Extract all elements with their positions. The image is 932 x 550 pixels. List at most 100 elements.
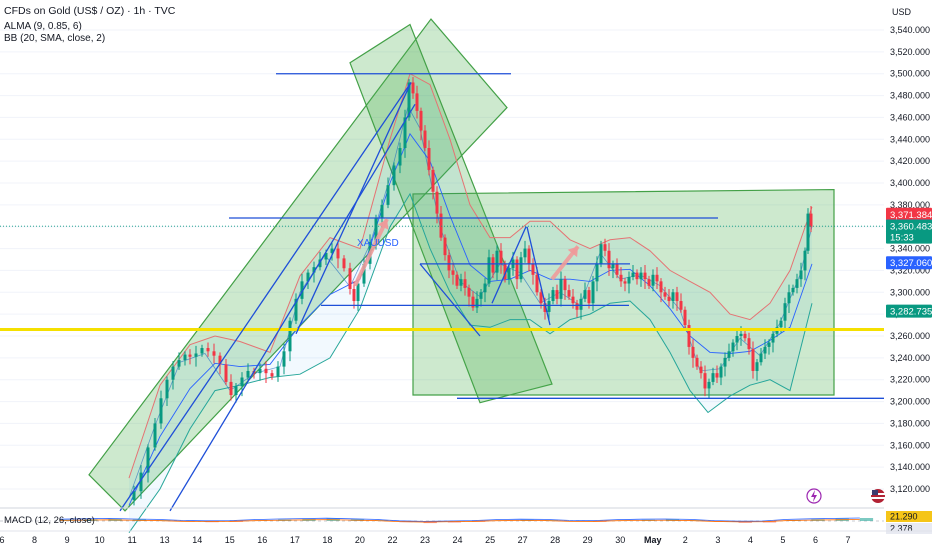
macd-pane: 21.290 2.378: [0, 507, 932, 534]
time-tick-label: 30: [615, 535, 625, 545]
candle-body: [787, 292, 791, 304]
symbol-label: XAUUSD: [357, 238, 399, 249]
candle-body: [763, 346, 767, 354]
price-tag-label: 3,282.735: [890, 307, 932, 318]
candle-body: [671, 292, 675, 302]
candle-body: [679, 301, 683, 310]
candle-body: [411, 82, 415, 94]
candle-body: [591, 281, 595, 304]
candle-body: [727, 351, 731, 358]
candle-body: [165, 379, 169, 399]
price-tick-label: 3,400.000: [890, 178, 930, 188]
candle-body: [499, 250, 503, 264]
trend-line: [419, 263, 481, 337]
candle-body: [306, 272, 310, 282]
arrow-shaft: [353, 218, 389, 287]
price-axis: 3,120.000 3,140.000 3,160.000 3,180.000 3,20…: [890, 25, 930, 494]
candle-body: [419, 110, 423, 131]
time-tick-label: 13: [160, 535, 170, 545]
flag-icon[interactable]: [871, 489, 885, 503]
time-tick-label: 6: [813, 535, 818, 545]
candle-body: [739, 333, 743, 336]
candle-body: [146, 447, 150, 473]
candle-body: [551, 290, 555, 302]
candle-body: [539, 292, 543, 304]
price-tick-label: 3,460.000: [890, 112, 930, 122]
candle-body: [463, 279, 467, 288]
time-tick-label: 28: [550, 535, 560, 545]
macd-tag-box: [886, 523, 932, 534]
price-tick-label: 3,500.000: [890, 69, 930, 79]
candle-body: [398, 148, 402, 166]
price-tick-label: 3,540.000: [890, 25, 930, 35]
candle-body: [695, 357, 699, 367]
candle-body: [234, 386, 238, 396]
trend-lines: [119, 82, 551, 512]
candle-body: [282, 351, 286, 367]
horizontal-levels: [0, 73, 884, 399]
candle-body: [459, 279, 463, 286]
channel-box: [88, 18, 508, 512]
candle-body: [803, 250, 807, 271]
candle-body: [571, 296, 575, 304]
time-tick-label: 3: [715, 535, 720, 545]
macd-tag-label: 2.378: [890, 524, 913, 534]
candle-body: [806, 213, 810, 251]
candle-body: [711, 373, 715, 382]
candle-body: [171, 366, 175, 380]
price-tick-label: 3,520.000: [890, 47, 930, 57]
candle-body: [599, 244, 603, 264]
macd-indicator-label[interactable]: MACD (12, 26, close): [4, 515, 95, 526]
candle-body: [647, 279, 651, 286]
candle-body: [487, 257, 491, 284]
channel-box: [349, 23, 553, 404]
price-tag-box: [886, 219, 932, 233]
candle-body: [515, 259, 519, 280]
candle-body: [352, 289, 356, 302]
lightning-icon[interactable]: [806, 488, 822, 504]
price-tick-label: 3,120.000: [890, 484, 930, 494]
candle-body: [348, 268, 352, 290]
time-tick-label: 15: [225, 535, 235, 545]
macd-histogram-bar: [859, 518, 874, 521]
candle-body: [447, 255, 451, 271]
time-tick-label: 27: [518, 535, 528, 545]
candle-body: [567, 290, 571, 297]
price-tag-label: 3,327.060: [890, 258, 932, 269]
candle-body: [479, 292, 483, 299]
candle-body: [318, 259, 322, 268]
alma-indicator-label[interactable]: ALMA (9, 0.85, 6): [4, 21, 82, 32]
candle-body: [783, 303, 787, 321]
time-tick-label: 18: [322, 535, 332, 545]
candle-body: [771, 333, 775, 343]
candle-body: [527, 248, 531, 264]
candle-body: [607, 250, 611, 269]
macd-line: [59, 517, 860, 522]
time-tick-label: 2: [683, 535, 688, 545]
candle-body: [719, 366, 723, 378]
candle-body: [735, 336, 739, 343]
price-tick-label: 3,200.000: [890, 397, 930, 407]
time-tick-label: 24: [453, 535, 463, 545]
candle-body: [627, 276, 631, 284]
trend-line: [295, 82, 412, 335]
candle-body: [667, 296, 671, 302]
price-tag-label: 15:33: [890, 233, 914, 244]
price-tick-label: 3,240.000: [890, 353, 930, 363]
bb-indicator-label[interactable]: BB (20, SMA, close, 2): [4, 33, 106, 44]
candle-body: [799, 270, 803, 280]
candle-body: [276, 366, 280, 377]
candle-body: [563, 279, 567, 291]
candle-body: [443, 237, 447, 256]
candle-body: [471, 296, 475, 308]
time-tick-label: 20: [355, 535, 365, 545]
candle-body: [543, 303, 547, 312]
candle-body: [809, 213, 813, 227]
candle-body: [423, 130, 427, 149]
candle-body: [403, 117, 407, 149]
candle-body: [294, 298, 298, 321]
candle-body: [177, 360, 181, 367]
candle-body: [619, 274, 623, 282]
candle-body: [731, 342, 735, 352]
